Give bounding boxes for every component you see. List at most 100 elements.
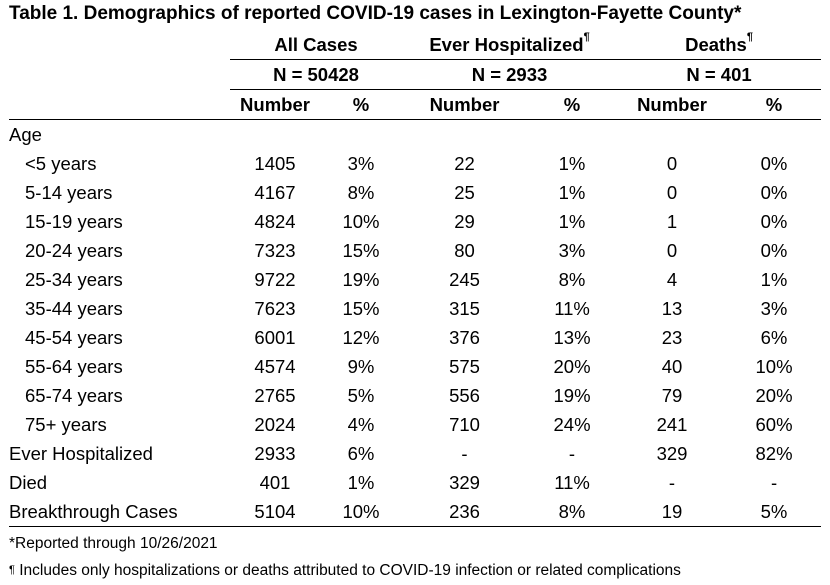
table-row: 25-34 years 9722 19% 245 8% 4 1%: [9, 265, 821, 294]
number-cell: 25: [454, 181, 475, 203]
percent-cell: 0%: [760, 181, 788, 203]
sample-size-row: N = 50428 N = 2933 N = 401: [9, 59, 822, 90]
percent-cell: 20%: [553, 355, 591, 377]
number-cell: 4: [666, 268, 678, 290]
number-cell: 556: [449, 384, 480, 406]
number-cell: 22: [454, 152, 475, 174]
percent-cell: 1%: [558, 152, 586, 174]
table-row: 45-54 years 6001 12% 376 13% 23 6%: [9, 323, 821, 352]
percent-cell: 60%: [755, 413, 793, 435]
number-cell: 329: [656, 442, 688, 464]
row-label: 35-44 years: [25, 297, 123, 319]
col-header-number: Number: [402, 89, 528, 120]
number-cell: 7323: [254, 239, 296, 261]
number-cell: 13: [661, 297, 683, 319]
row-label: 20-24 years: [25, 239, 123, 261]
table-row: 5-14 years 4167 8% 25 1% 0 0%: [9, 178, 821, 207]
number-cell: 236: [402, 497, 528, 527]
group-name: Ever Hospitalized: [429, 33, 584, 55]
number-cell: 40: [661, 355, 683, 377]
number-cell: 4824: [254, 210, 296, 232]
number-cell: -: [461, 442, 468, 464]
col-header-percent: %: [727, 89, 822, 120]
percent-cell: 3%: [347, 152, 375, 174]
column-header-row: Number% Number% Number%: [9, 89, 822, 120]
number-cell: 329: [449, 471, 480, 493]
percent-cell: 10%: [755, 355, 793, 377]
percent-cell: 19%: [342, 268, 380, 290]
percent-cell: 9%: [347, 355, 375, 377]
number-cell: 23: [661, 326, 683, 348]
number-cell: 7623: [254, 297, 296, 319]
footnote-reported: *Reported through 10/26/2021: [9, 535, 218, 552]
table-row: 75+ years 2024 4% 710 24% 241 60%: [9, 410, 821, 439]
percent-cell: 4%: [347, 413, 375, 435]
percent-cell: 15%: [342, 297, 380, 319]
row-label: Died: [9, 471, 48, 493]
sample-size-all-cases: N = 50428: [230, 59, 403, 90]
percent-cell: 5%: [347, 384, 375, 406]
percent-cell: 24%: [553, 413, 591, 435]
group-header-all-cases: All Cases: [230, 30, 403, 60]
row-label: 25-34 years: [25, 268, 123, 290]
row-label: 65-74 years: [25, 384, 123, 406]
footnotes: *Reported through 10/26/2021 ¶ Includes o…: [9, 530, 681, 584]
sample-size-ever-hospitalized: N = 2933: [402, 59, 618, 90]
footnote-mark: ¶: [9, 564, 15, 576]
percent-cell: 11%: [554, 471, 590, 493]
col-header-percent: %: [320, 89, 403, 120]
percent-cell: 13%: [553, 326, 591, 348]
number-cell: 2933: [254, 442, 296, 464]
row-label: 75+ years: [25, 413, 107, 435]
percent-cell: 3%: [558, 239, 586, 261]
percent-cell: 11%: [554, 297, 590, 319]
number-cell: 710: [449, 413, 480, 435]
number-cell: 79: [661, 384, 683, 406]
table-row: 65-74 years 2765 5% 556 19% 79 20%: [9, 381, 821, 410]
row-label: 15-19 years: [25, 210, 123, 232]
table-title: Table 1. Demographics of reported COVID-…: [9, 3, 742, 24]
number-cell: 80: [454, 239, 475, 261]
percent-cell: 1%: [760, 268, 788, 290]
col-header-percent: %: [527, 89, 618, 120]
percent-cell: 20%: [755, 384, 793, 406]
percent-cell: 1%: [347, 471, 375, 493]
row-label: Ever Hospitalized: [9, 442, 153, 464]
sample-size-deaths: N = 401: [617, 59, 822, 90]
percent-cell: 6%: [347, 442, 375, 464]
percent-cell: -: [770, 471, 778, 493]
table-row: 15-19 years 4824 10% 29 1% 1 0%: [9, 207, 821, 236]
number-cell: 315: [449, 297, 480, 319]
group-header-ever-hospitalized: Ever Hospitalized¶: [402, 30, 618, 60]
row-label: 45-54 years: [25, 326, 123, 348]
percent-cell: 8%: [558, 268, 586, 290]
percent-cell: 3%: [760, 297, 788, 319]
percent-cell: 0%: [760, 210, 788, 232]
table-row: <5 years 1405 3% 22 1% 0 0%: [9, 149, 821, 178]
number-cell: 4167: [254, 181, 296, 203]
number-cell: 401: [259, 471, 291, 493]
number-cell: 6001: [254, 326, 296, 348]
number-cell: 1405: [254, 152, 296, 174]
number-cell: 2765: [254, 384, 296, 406]
percent-cell: 10%: [342, 210, 380, 232]
footnote-includes: ¶ Includes only hospitalizations or deat…: [9, 557, 681, 584]
group-name: Deaths: [685, 33, 747, 55]
percent-cell: 0%: [760, 152, 788, 174]
percent-cell: 1%: [558, 181, 586, 203]
table-row: Ever Hospitalized 2933 6% - - 329 82%: [9, 439, 821, 468]
col-header-number: Number: [617, 89, 728, 120]
table-row: 55-64 years 4574 9% 575 20% 40 10%: [9, 352, 821, 381]
row-label: <5 years: [25, 152, 97, 174]
section-label-age: Age: [9, 123, 42, 145]
percent-cell: 5%: [727, 497, 822, 527]
footnote-mark: ¶: [583, 30, 590, 43]
number-cell: 376: [449, 326, 480, 348]
table-row: 20-24 years 7323 15% 80 3% 0 0%: [9, 236, 821, 265]
percent-cell: 8%: [527, 497, 618, 527]
number-cell: 241: [656, 413, 688, 435]
number-cell: 5104: [230, 497, 320, 527]
number-cell: 0: [666, 181, 678, 203]
number-cell: 19: [617, 497, 728, 527]
